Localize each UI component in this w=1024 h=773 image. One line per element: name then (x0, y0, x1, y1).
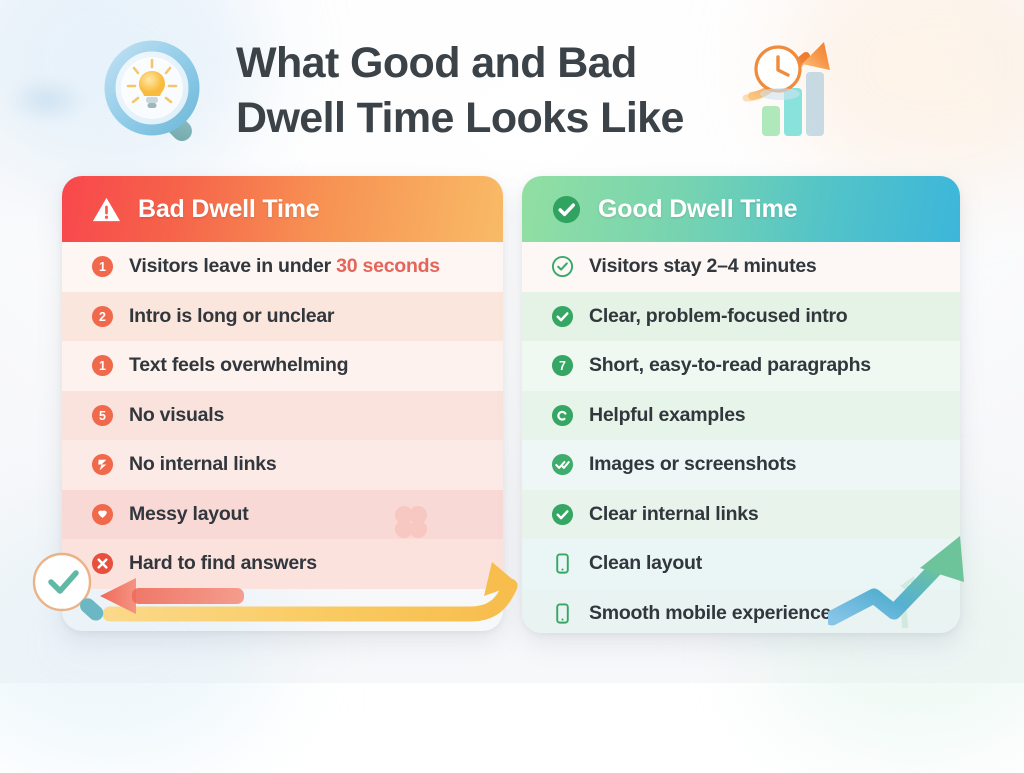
list-item-label: Text feels overwhelming (129, 354, 349, 377)
list-item: Helpful examples (522, 390, 960, 440)
page-title-line-2: Dwell Time Looks Like (236, 94, 684, 142)
page-title-line-1: What Good and Bad (236, 39, 637, 87)
card-bad-dwell-time: Bad Dwell Time 1 Visitors leave in under… (62, 176, 503, 631)
svg-text:7: 7 (559, 359, 566, 373)
card-good-body: Visitors stay 2–4 minutes Clear, problem… (522, 242, 960, 633)
svg-text:2: 2 (99, 310, 106, 324)
list-item: Messy layout (62, 489, 503, 539)
x-cross-badge (91, 553, 114, 575)
list-item-label: No visuals (129, 403, 225, 426)
number-badge-5: 5 (91, 404, 114, 426)
svg-text:1: 1 (99, 260, 106, 274)
list-item-label: Clear internal links (589, 502, 759, 525)
header-growth-graphic (738, 36, 842, 152)
mobile-phone-badge (556, 553, 569, 574)
list-item-label: No internal links (129, 453, 277, 476)
warning-triangle-icon (92, 197, 121, 221)
list-item: Smooth mobile experience (522, 588, 960, 633)
number-badge-1: 1 (91, 256, 114, 278)
card-bad-body: 1 Visitors leave in under 30 seconds 2 I… (62, 242, 503, 631)
page-title: What Good and Bad Dwell Time Looks Like (236, 36, 756, 146)
check-circle-outline-badge (551, 256, 574, 278)
list-item: 5 No visuals (62, 390, 503, 440)
highlight-text: 30 seconds (336, 255, 440, 278)
card-good-dwell-time: Good Dwell Time Visitors stay 2–4 minute… (522, 176, 960, 633)
list-item-label: Clean layout (589, 552, 702, 575)
list-item-label: Hard to find answers (129, 552, 317, 575)
mobile-phone-badge (556, 603, 569, 624)
check-circle-filled-badge (551, 503, 574, 525)
magnifier-lightbulb-icon (104, 40, 228, 156)
list-item: 1 Visitors leave in under 30 seconds (62, 242, 503, 292)
list-item: Hard to find answers (62, 539, 503, 589)
card-good-title: Good Dwell Time (598, 194, 798, 223)
list-item-label: Helpful examples (589, 403, 746, 426)
svg-text:5: 5 (99, 409, 106, 423)
svg-text:1: 1 (99, 359, 106, 373)
list-item: Clean layout (522, 539, 960, 589)
list-item: Images or screenshots (522, 440, 960, 490)
spiral-glyph-badge (551, 404, 574, 426)
list-item-label: Messy layout (129, 502, 249, 525)
list-item: No internal links (62, 440, 503, 490)
list-item: Visitors stay 2–4 minutes (522, 242, 960, 292)
list-item: Clear internal links (522, 489, 960, 539)
list-item-label: Short, easy-to-read paragraphs (589, 354, 871, 377)
list-item-label: Visitors stay 2–4 minutes (589, 255, 817, 278)
number-badge-2: 2 (91, 305, 114, 327)
number-badge-7: 7 (551, 355, 574, 377)
card-bad-title: Bad Dwell Time (138, 194, 320, 223)
check-circle-filled-badge (551, 305, 574, 327)
heart-glyph-badge (91, 503, 114, 525)
list-item-label: Intro is long or unclear (129, 304, 335, 327)
double-check-badge (551, 454, 574, 476)
list-item-label: Smooth mobile experience (589, 601, 832, 624)
page-header: What Good and Bad Dwell Time Looks Like (0, 18, 1024, 150)
number-badge-1: 1 (91, 355, 114, 377)
list-item-label: Visitors leave in under 30 seconds (129, 255, 440, 278)
broken-glyph-badge (91, 454, 114, 476)
card-good-header: Good Dwell Time (522, 176, 960, 242)
list-item: 1 Text feels overwhelming (62, 341, 503, 391)
list-item: 7 Short, easy-to-read paragraphs (522, 341, 960, 391)
check-circle-icon (552, 195, 581, 223)
list-item: Clear, problem-focused intro (522, 291, 960, 341)
list-item-label: Images or screenshots (589, 453, 797, 476)
list-item-label: Clear, problem-focused intro (589, 304, 848, 327)
card-bad-header: Bad Dwell Time (62, 176, 503, 242)
magnifier-shadow (6, 76, 88, 124)
list-item: 2 Intro is long or unclear (62, 291, 503, 341)
